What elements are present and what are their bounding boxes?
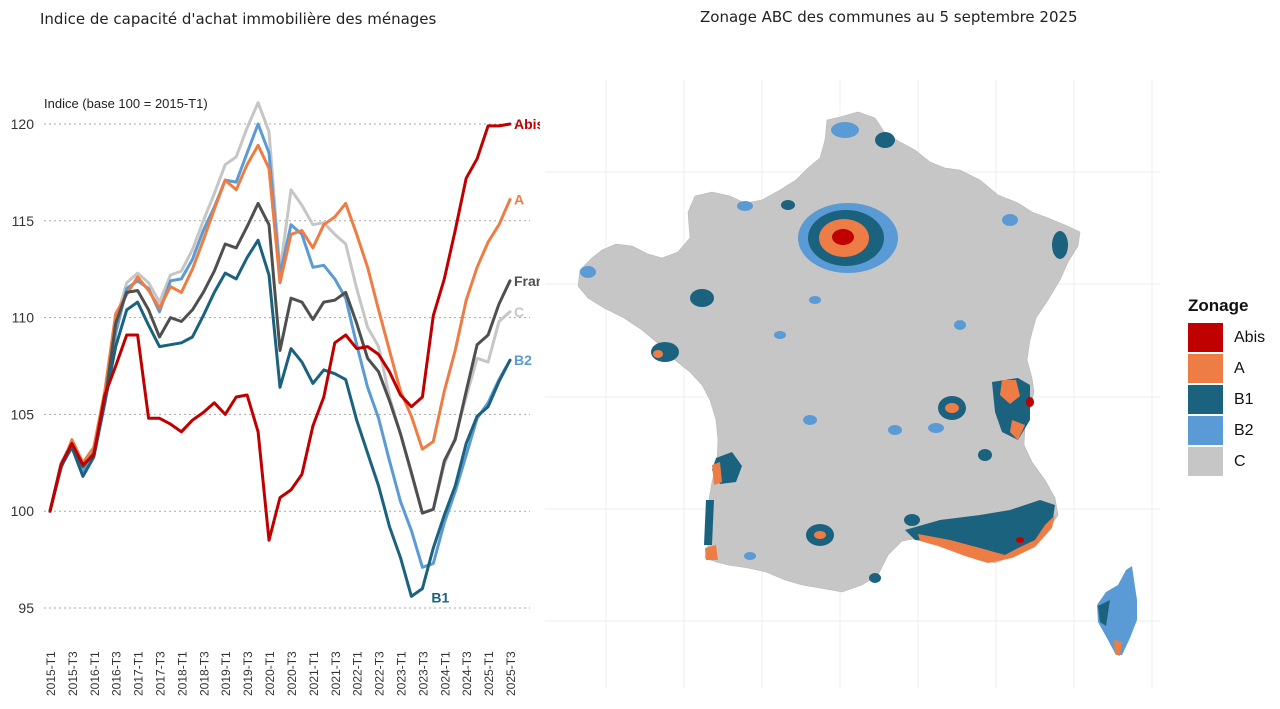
x-tick-label: 2023-T1 [394,651,408,696]
series-label-a: A [514,192,524,208]
x-axis-ticks: 2015-T1 2015-T3 2016-T1 2016-T3 2017-T1 2017-… [44,651,518,696]
brest-zone-b2 [580,266,596,278]
series-label-b2: B2 [514,352,532,368]
rouen-zone-b1 [781,200,795,210]
x-tick-label: 2015-T1 [44,651,58,696]
toulouse-zone-a [814,531,826,539]
series-line-a [48,143,512,513]
x-tick-label: 2016-T1 [88,651,102,696]
legend-item-c: C [1188,446,1265,477]
legend-label-c: C [1234,452,1246,470]
legend-item-a: A [1188,353,1265,384]
legend-label-b2: B2 [1234,421,1254,439]
x-tick-label: 2020-T1 [263,651,277,696]
rennes-zone-b1 [690,289,714,307]
med-coast-zone-a [918,515,1055,563]
legend-item-b1: B1 [1188,384,1265,415]
y-tick-label-95: 95 [18,600,34,616]
series-label-abis: Abis [514,116,540,132]
alps-zone-a [1000,380,1025,440]
france-mainland-zone-c [577,111,1081,593]
x-tick-label: 2022-T1 [351,651,365,696]
lyon-zone-a [945,403,959,413]
paris-zone-abis [832,229,854,245]
series-line-france [48,201,512,515]
limoges-zone-b2 [803,415,817,425]
y-axis-ticks: 95 100 105 110 115 120 [11,116,35,616]
legend-swatch-a [1188,354,1223,383]
strasbourg-zone-b1 [1052,231,1068,259]
y-tick-label-100: 100 [11,503,35,519]
x-tick-label: 2018-T3 [197,651,211,696]
x-tick-label: 2017-T3 [154,651,168,696]
series-line-abis [48,122,512,542]
series-label-b1: B1 [431,589,449,605]
x-tick-label: 2020-T3 [285,651,299,696]
x-tick-label: 2025-T3 [504,651,518,696]
zonage-map [545,80,1160,688]
north-coast-zone-b2 [831,122,859,138]
map-title: Zonage ABC des communes au 5 septembre 2… [700,8,1078,26]
series-end-labels: C B2 A France B1 Abis [431,116,540,605]
legend-swatch-b1 [1188,385,1223,414]
caen-zone-b2 [737,201,753,211]
corsica-zone-b1 [1098,600,1110,626]
series-label-france: France [514,273,540,289]
perpignan-zone-b1 [869,573,881,583]
dijon-zone-b2 [954,320,966,330]
orleans-zone-b2 [809,296,821,304]
tours-zone-b2 [774,331,786,339]
legend-label-a: A [1234,359,1245,377]
legend-swatch-c [1188,447,1223,476]
corsica-zone-b2 [1097,566,1137,655]
x-tick-label: 2016-T3 [110,651,124,696]
x-tick-label: 2017-T1 [132,651,146,696]
nantes-zone-a [653,350,663,358]
x-tick-label: 2022-T3 [373,651,387,696]
geneva-zone-abis [1026,397,1034,407]
y-tick-label-115: 115 [12,213,35,229]
atlantic-coast-zone-b1 [704,500,714,545]
nice-zone-abis [1016,537,1024,543]
y-tick-label-110: 110 [12,310,35,326]
x-tick-label: 2021-T1 [307,651,321,696]
x-tick-label: 2019-T1 [219,651,233,696]
x-tick-label: 2024-T1 [438,651,452,696]
x-tick-label: 2024-T3 [460,651,474,696]
legend-item-b2: B2 [1188,415,1265,446]
legend-item-abis: Abis [1188,322,1265,353]
clermont-zone-b2 [888,425,902,435]
lille-zone-b1 [875,132,895,148]
x-tick-label: 2021-T3 [329,651,343,696]
lorraine-zone-b2 [1002,214,1018,226]
y-axis-label: Indice (base 100 = 2015-T1) [44,96,208,111]
x-tick-label: 2023-T3 [416,651,430,696]
y-tick-label-120: 120 [11,116,35,132]
legend-label-abis: Abis [1234,328,1266,346]
map-legend: Zonage Abis A B1 B2 C [1188,296,1265,477]
pau-zone-b2 [744,552,756,560]
legend-title: Zonage [1188,296,1249,315]
legend-swatch-abis [1188,323,1223,352]
line-chart-title: Indice de capacité d'achat immobilière d… [40,10,437,28]
x-tick-label: 2025-T1 [482,651,496,696]
legend-label-b1: B1 [1234,390,1254,408]
x-tick-label: 2019-T3 [241,651,255,696]
med-coast-zone-b1 [905,500,1055,560]
grenoble-zone-b1 [978,449,992,461]
x-tick-label: 2018-T1 [175,651,189,696]
y-tick-label-105: 105 [11,406,35,422]
montpellier-zone-b1 [904,514,920,526]
legend-swatch-b2 [1188,416,1223,445]
arcachon-zone-a [712,462,722,485]
corsica-zone-a [1114,640,1122,656]
series-label-c: C [514,304,524,320]
series-lines [48,101,512,598]
lyon-zone-b2 [928,423,944,433]
basque-zone-a [705,545,718,560]
x-tick-label: 2015-T3 [66,651,80,696]
series-line-b1 [48,238,512,598]
